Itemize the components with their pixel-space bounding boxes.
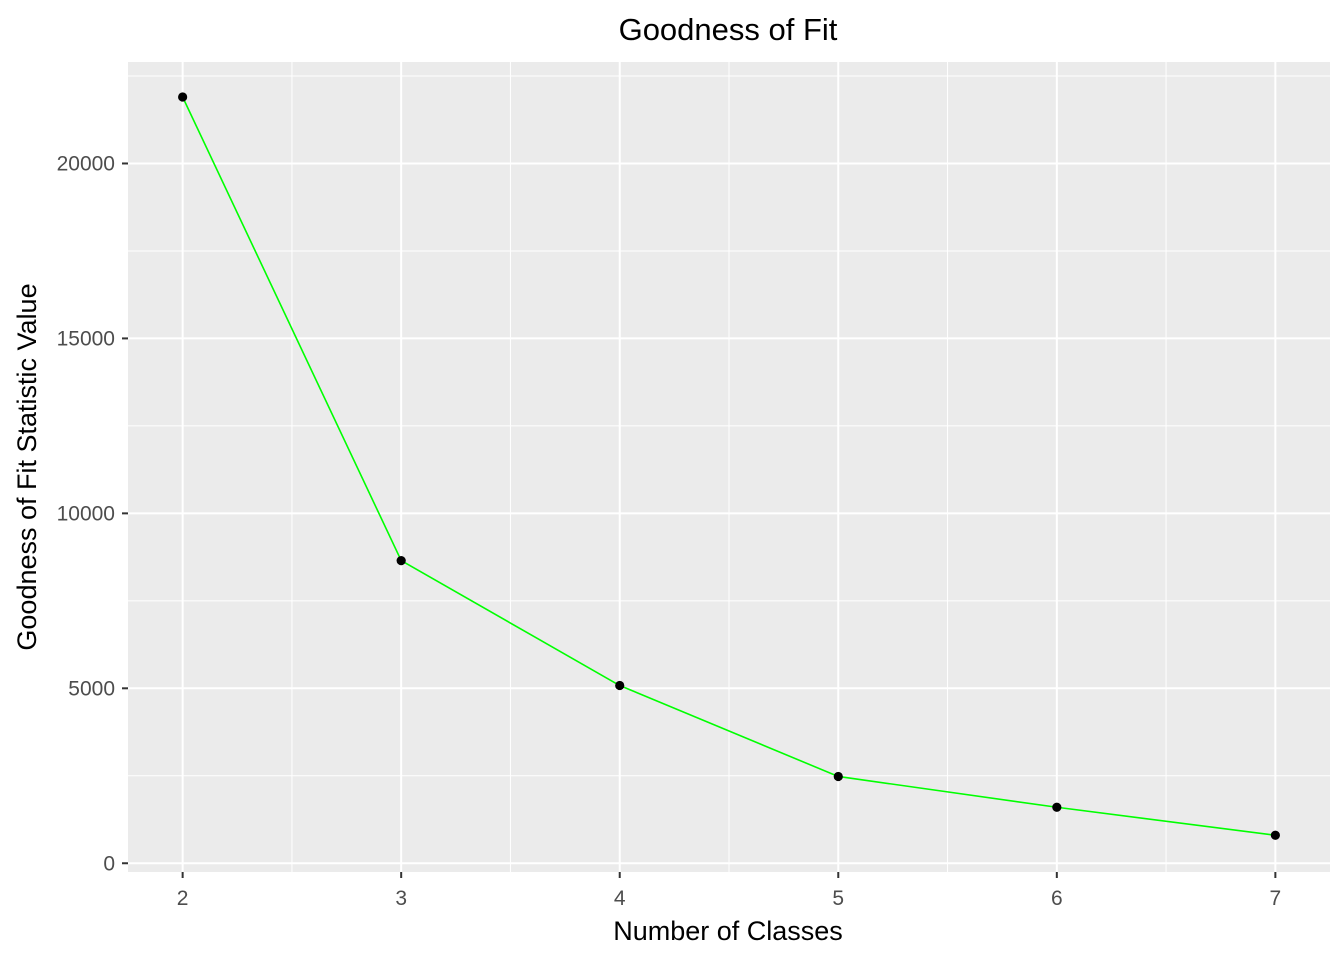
- minor-gridlines: [128, 62, 1330, 872]
- data-point: [396, 555, 406, 566]
- y-tick-label: 5000: [68, 677, 115, 700]
- data-point: [178, 92, 188, 102]
- points-layer: [178, 92, 1280, 840]
- y-tick-label: 10000: [57, 502, 115, 525]
- x-tick-label: 6: [1051, 887, 1063, 910]
- x-tick-label: 4: [614, 887, 626, 910]
- data-point: [833, 771, 843, 782]
- y-axis: 0 5000 10000 15000 20000: [57, 152, 128, 875]
- x-tick-label: 3: [395, 887, 407, 910]
- data-point: [1270, 830, 1280, 840]
- x-tick-label: 5: [832, 887, 844, 910]
- chart-title: Goodness of Fit: [619, 12, 838, 47]
- x-axis: 2 3 4 5 6 7: [177, 872, 1281, 910]
- series-layer: [181, 96, 1276, 837]
- y-tick-label: 0: [103, 852, 115, 875]
- major-gridlines: [128, 62, 1330, 872]
- y-tick-label: 20000: [57, 152, 115, 175]
- x-tick-label: 2: [177, 887, 189, 910]
- y-axis-title: Goodness of Fit Statistic Value: [12, 283, 42, 650]
- series-line: [181, 96, 1276, 837]
- data-point: [615, 680, 625, 691]
- x-tick-label: 7: [1270, 887, 1282, 910]
- x-axis-title: Number of Classes: [613, 916, 843, 946]
- data-point: [1052, 802, 1062, 812]
- y-tick-label: 15000: [57, 327, 115, 350]
